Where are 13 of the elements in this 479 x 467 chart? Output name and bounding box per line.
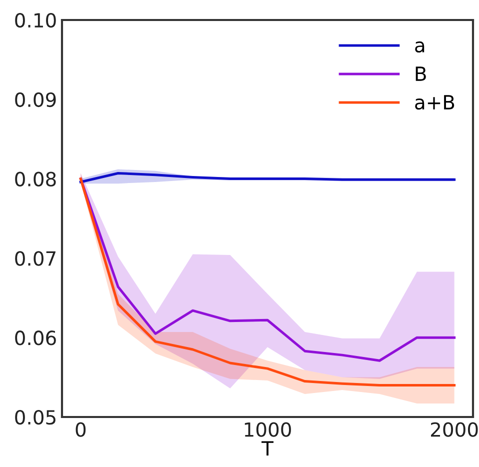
- x-axis-title: T: [262, 441, 274, 456]
- x-tick-label: 1000: [244, 422, 291, 437]
- y-tick-label: 0.06: [15, 330, 56, 346]
- legend-label: B: [416, 66, 426, 81]
- legend-label: a+B: [415, 95, 454, 110]
- y-tick-label: 0.08: [15, 172, 56, 186]
- y-tick-label: 0.09: [15, 92, 56, 108]
- y-tick-label: 0.05: [15, 410, 56, 425]
- y-tick-label: 0.07: [15, 251, 56, 266]
- y-tick-label: 0.10: [15, 12, 56, 28]
- x-tick-label: 0: [76, 422, 86, 437]
- x-tick-label: 2000: [431, 422, 478, 437]
- legend-label: a: [415, 41, 424, 53]
